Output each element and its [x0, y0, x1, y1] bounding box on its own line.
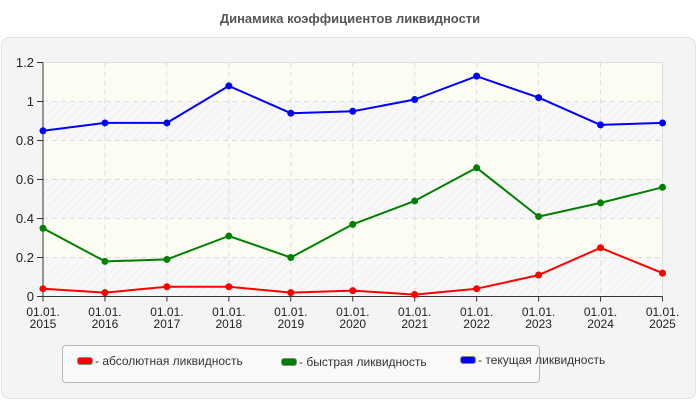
legend-item-current: - текущая ликвидность — [460, 353, 605, 367]
legend: - абсолютная ликвидность - быстрая ликви… — [62, 345, 605, 383]
x-tick-year: 2021 — [401, 317, 428, 331]
legend-label: - текущая ликвидность — [478, 353, 606, 367]
data-point — [535, 213, 543, 221]
x-tick-year: 2015 — [30, 317, 57, 331]
legend-label: - быстрая ликвидность — [299, 355, 427, 369]
x-tick-label: 01.01. — [460, 305, 493, 319]
y-tick-label: 0.4 — [16, 211, 34, 226]
series-line — [39, 164, 666, 265]
data-series — [39, 72, 666, 299]
data-point — [473, 164, 481, 172]
data-point — [101, 289, 109, 297]
chart-title: Динамика коэффициентов ликвидности — [219, 11, 481, 26]
grid-lines — [43, 62, 663, 297]
legend-item-absolute: - абсолютная ликвидность — [77, 354, 243, 368]
x-tick-label: 01.01. — [212, 305, 245, 319]
data-point — [287, 109, 295, 117]
data-point — [659, 183, 666, 191]
data-point — [39, 224, 47, 232]
data-point — [597, 199, 605, 207]
y-tick-label: 0.8 — [16, 133, 34, 148]
data-point — [349, 287, 357, 295]
series-line — [39, 244, 666, 299]
x-tick-label: 01.01. — [274, 305, 307, 319]
data-point — [101, 119, 109, 127]
data-point — [225, 232, 233, 240]
data-point — [473, 72, 481, 80]
x-tick-year: 2017 — [154, 317, 181, 331]
data-point — [659, 119, 666, 127]
y-tick-label: 0.6 — [16, 172, 34, 187]
data-point — [411, 291, 419, 299]
y-tick-label: 0.2 — [16, 250, 34, 265]
legend-label: - абсолютная ликвидность — [95, 354, 243, 368]
x-tick-label: 01.01. — [88, 305, 121, 319]
x-tick-year: 2018 — [215, 317, 242, 331]
x-tick-year: 2022 — [463, 317, 490, 331]
data-point — [163, 255, 171, 263]
data-point — [597, 121, 605, 129]
data-point — [349, 220, 357, 228]
legend-swatch-red — [77, 357, 93, 365]
y-tick-label: 0 — [27, 289, 34, 304]
x-tick-year: 2024 — [587, 317, 614, 331]
data-point — [535, 94, 543, 102]
data-point — [163, 283, 171, 291]
axes: 00.20.40.60.811.201.01.201501.01.201601.… — [16, 55, 679, 331]
x-tick-label: 01.01. — [26, 305, 59, 319]
series-line — [39, 72, 666, 135]
data-point — [39, 127, 47, 135]
data-point — [411, 96, 419, 104]
data-point — [39, 285, 47, 293]
x-tick-year: 2025 — [649, 317, 676, 331]
x-tick-year: 2023 — [525, 317, 552, 331]
data-point — [101, 257, 109, 265]
x-tick-year: 2020 — [339, 317, 366, 331]
data-point — [473, 285, 481, 293]
data-point — [287, 254, 295, 261]
data-point — [349, 107, 357, 115]
data-point — [163, 119, 171, 127]
data-point — [225, 82, 233, 90]
data-point — [659, 269, 666, 277]
x-tick-label: 01.01. — [522, 305, 555, 319]
x-tick-label: 01.01. — [584, 305, 617, 319]
legend-swatch-green — [281, 358, 297, 366]
x-tick-year: 2019 — [277, 317, 304, 331]
x-tick-label: 01.01. — [336, 305, 369, 319]
x-tick-label: 01.01. — [150, 305, 183, 319]
x-tick-label: 01.01. — [398, 305, 431, 319]
x-tick-year: 2016 — [92, 317, 119, 331]
data-point — [535, 271, 543, 279]
y-tick-label: 1.2 — [16, 55, 34, 70]
data-point — [597, 244, 605, 252]
legend-item-quick: - быстрая ликвидность — [281, 355, 427, 369]
x-tick-label: 01.01. — [646, 305, 679, 319]
data-point — [225, 283, 233, 291]
legend-swatch-blue — [460, 356, 476, 364]
data-point — [411, 197, 419, 205]
data-point — [287, 289, 295, 297]
y-tick-label: 1 — [27, 94, 34, 109]
